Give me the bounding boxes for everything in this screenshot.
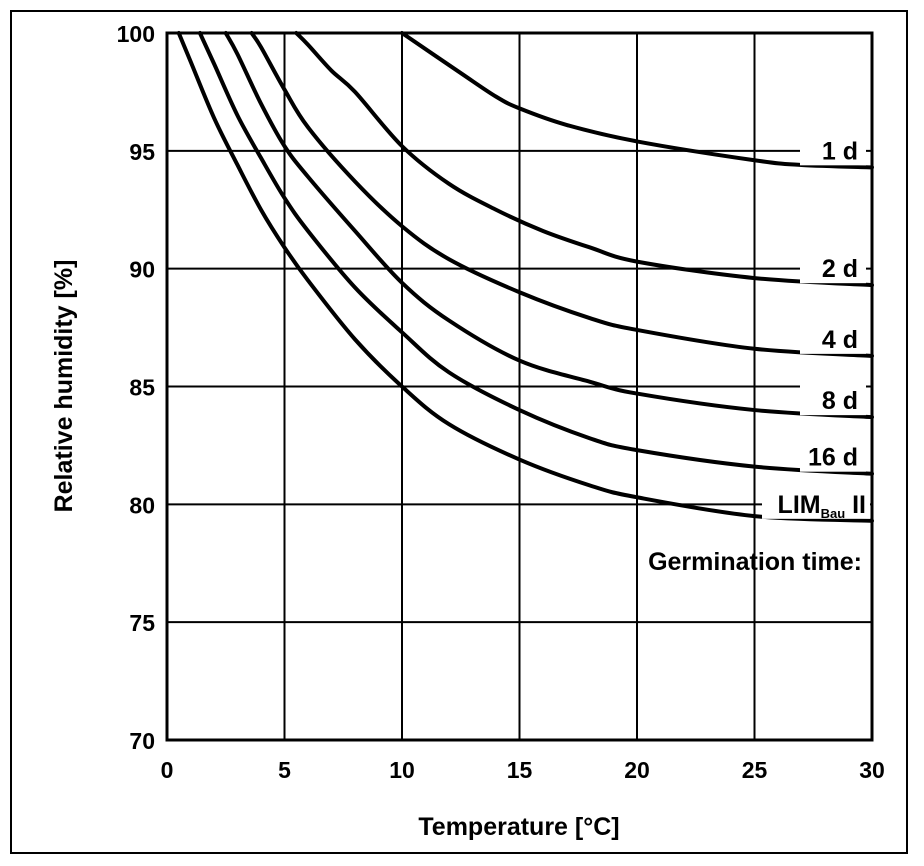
series-label-background (762, 486, 870, 519)
y-tick-label-85: 85 (129, 375, 155, 401)
y-tick-label-100: 100 (117, 21, 155, 47)
x-tick-label-15: 15 (507, 757, 533, 783)
series-label-2-d: 2 d (822, 255, 858, 283)
series-label-background (800, 251, 866, 284)
series-line-8-d (223, 31, 874, 420)
x-tick-label-5: 5 (278, 757, 291, 783)
plot-area-border (165, 31, 874, 742)
chart-frame (10, 10, 908, 854)
grid-lines (167, 33, 872, 740)
y-tick-label-80: 80 (129, 492, 155, 518)
series-label-8-d: 8 d (822, 387, 858, 415)
series-label-background (800, 133, 866, 166)
series-label-1-d: 1 d (822, 137, 858, 165)
series-line-limbau-ii (176, 31, 874, 523)
series-label-background (800, 439, 866, 472)
series-label-background (800, 383, 866, 416)
y-tick-label-90: 90 (129, 257, 155, 283)
series-line-4-d (249, 31, 874, 358)
y-axis-title: Relative humidity [%] (50, 260, 78, 513)
series-line-2-d (294, 31, 874, 288)
x-tick-label-20: 20 (624, 757, 650, 783)
series-label-limbau-ii: LIMBau II (778, 491, 866, 521)
germination-time-annotation: Germination time: (648, 548, 862, 576)
x-tick-label-25: 25 (742, 757, 768, 783)
y-tick-label-70: 70 (129, 728, 155, 754)
series-line-16-d (197, 31, 874, 476)
series-labels: 1 d 2 d 4 d 8 d 16 d LIMBau II (762, 133, 870, 521)
series-line-1-d (400, 31, 874, 170)
series-lines (176, 31, 874, 523)
axes: 0 5 10 15 20 25 30 70 75 80 85 90 95 100 (117, 21, 885, 783)
x-tick-label-10: 10 (389, 757, 415, 783)
series-label-background (800, 321, 866, 354)
y-tick-label-75: 75 (129, 610, 155, 636)
x-tick-label-0: 0 (161, 757, 174, 783)
series-label-4-d: 4 d (822, 326, 858, 354)
y-tick-label-95: 95 (129, 139, 155, 165)
series-label-16-d: 16 d (808, 444, 858, 472)
x-tick-label-30: 30 (859, 757, 885, 783)
x-axis-title: Temperature [°C] (418, 813, 619, 841)
